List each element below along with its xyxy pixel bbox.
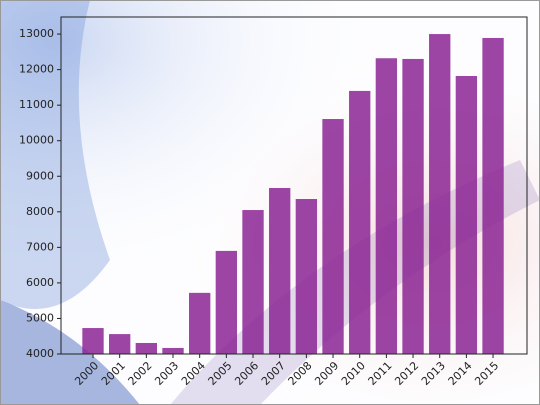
bar <box>189 292 211 354</box>
y-tick-label: 8000 <box>26 205 54 218</box>
bar <box>242 210 264 354</box>
bar <box>402 58 424 354</box>
y-tick-label: 6000 <box>26 276 54 289</box>
bar <box>429 34 451 354</box>
plot-frame <box>60 16 528 355</box>
y-tick-label: 12000 <box>19 63 54 76</box>
y-tick-label: 5000 <box>26 311 54 324</box>
bar <box>82 328 104 354</box>
y-tick-label: 9000 <box>26 169 54 182</box>
bar <box>349 90 371 355</box>
background-shape <box>0 300 140 405</box>
bar <box>269 187 291 354</box>
y-tick-label: 11000 <box>19 98 54 111</box>
bar <box>135 342 158 354</box>
bar <box>215 250 238 354</box>
bar <box>482 37 504 354</box>
y-tick-label: 10000 <box>19 134 54 147</box>
bar <box>162 347 184 354</box>
bar <box>322 119 344 354</box>
bar <box>375 58 398 354</box>
bar <box>455 76 478 354</box>
y-tick-label: 7000 <box>26 240 54 253</box>
bar <box>109 334 131 354</box>
background-shape <box>0 0 110 309</box>
y-tick-label: 13000 <box>19 27 54 40</box>
y-tick-label: 4000 <box>26 347 54 360</box>
bar <box>295 199 318 354</box>
